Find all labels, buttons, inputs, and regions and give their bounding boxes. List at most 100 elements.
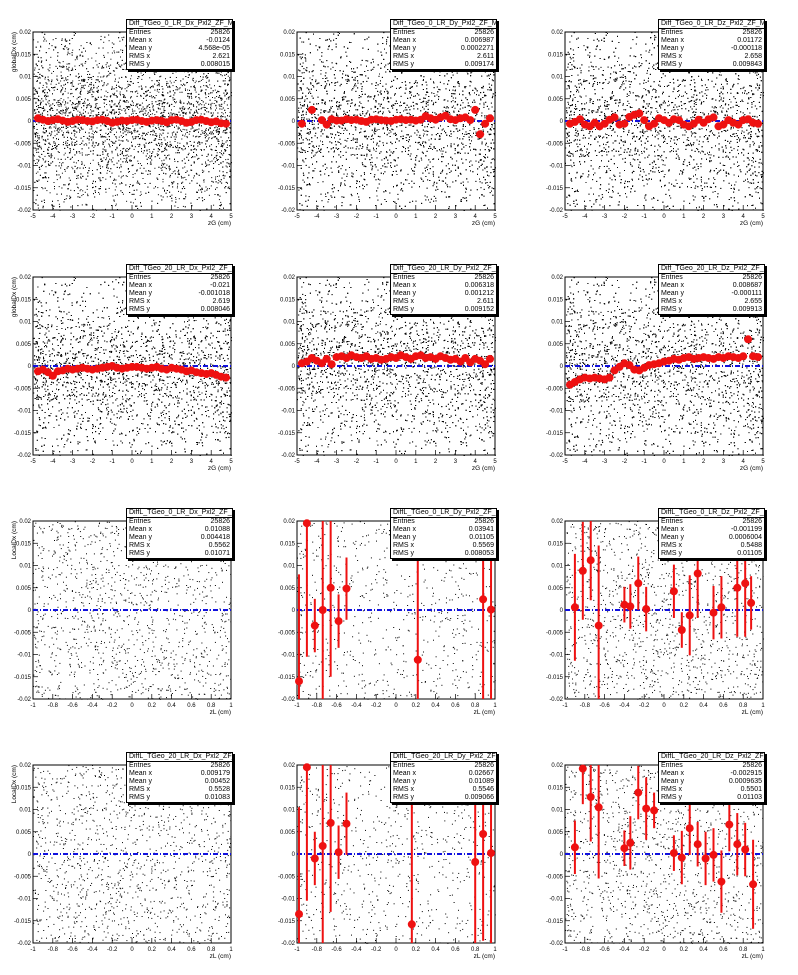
profile-series xyxy=(570,521,756,699)
profile-series xyxy=(570,764,758,929)
stats-row: Entries 25826 xyxy=(659,518,764,526)
y-tick-label: -0.015 xyxy=(546,675,564,681)
x-axis-label: zL (cm) xyxy=(474,953,495,960)
stats-key: RMS x xyxy=(129,53,150,61)
stats-key: Entries xyxy=(661,274,683,282)
stats-value: 0.5562 xyxy=(209,542,230,550)
profile-point xyxy=(747,598,756,607)
stats-row: Mean x 0.02667 xyxy=(391,770,496,778)
y-tick-label: 0.01 xyxy=(19,808,31,814)
y-tick-label: 0 xyxy=(292,364,296,370)
y-axis-label: LocalDx (cm) xyxy=(11,765,18,803)
stats-title: Diff_TGeo_20_LR_Dz_Pxl2_ZF_Mis9 xyxy=(659,265,764,274)
stats-key: Mean x xyxy=(393,526,416,534)
x-tick-label: 3 xyxy=(190,214,194,220)
stats-key: RMS x xyxy=(661,298,682,306)
x-tick-label: 2 xyxy=(170,214,174,220)
x-tick-label: -0.6 xyxy=(599,947,610,953)
y-tick-label: 0.015 xyxy=(280,52,296,58)
stats-box: Diff_TGeo_0_LR_Dz_Pxl2_ZF_Mis9 Entries 258… xyxy=(658,19,765,70)
stats-row: Entries 25826 xyxy=(127,518,232,526)
y-tick-label: -0.015 xyxy=(546,186,564,192)
stats-row: RMS y 0.01105 xyxy=(659,550,764,558)
stats-value: -0.001199 xyxy=(731,526,762,534)
x-tick-label: 0 xyxy=(130,947,134,953)
profile-series xyxy=(33,114,231,128)
profile-point xyxy=(586,556,595,565)
profile-point xyxy=(754,353,762,362)
y-tick-label: 0.02 xyxy=(551,30,563,36)
x-tick-label: 0 xyxy=(394,703,398,709)
x-tick-label: 2 xyxy=(434,214,438,220)
x-tick-label: 4 xyxy=(474,214,478,220)
x-tick-label: 0.6 xyxy=(719,947,728,953)
x-axis-label: zL (cm) xyxy=(742,953,763,960)
stats-key: Entries xyxy=(661,518,683,526)
stats-value: 25826 xyxy=(743,29,762,37)
y-tick-label: 0 xyxy=(560,119,564,125)
stats-key: RMS x xyxy=(393,786,414,794)
stats-key: RMS y xyxy=(661,550,682,558)
profile-point xyxy=(605,373,614,382)
x-tick-label: 0.4 xyxy=(699,703,708,709)
chart-panel-7: -1 -0.8 -0.6 -0.4 -0.2 0 0.2 0.4 0.6 0.8 1 -0.02 -0.… xyxy=(11,519,233,716)
stats-key: RMS x xyxy=(661,53,682,61)
y-tick-label: 0.01 xyxy=(283,320,295,326)
profile-point xyxy=(620,119,629,128)
stats-key: Mean x xyxy=(393,770,416,778)
x-tick-label: 0 xyxy=(130,214,134,220)
y-tick-label: 0.005 xyxy=(548,97,564,103)
x-tick-label: 0 xyxy=(662,947,666,953)
stats-row: Entries 25826 xyxy=(391,274,496,282)
profile-point xyxy=(413,655,422,664)
y-tick-label: 0.005 xyxy=(548,586,564,592)
x-axis-label: zL (cm) xyxy=(210,953,231,960)
stats-row: RMS y 0.01071 xyxy=(127,550,232,558)
x-tick-label: -3 xyxy=(602,214,608,220)
profile-point xyxy=(594,803,603,812)
y-tick-label: -0.005 xyxy=(278,386,296,392)
stats-row: Mean y 0.0009635 xyxy=(659,778,764,786)
x-tick-label: 1 xyxy=(493,947,497,953)
stats-value: 0.006318 xyxy=(465,282,494,290)
stats-value: 0.009152 xyxy=(465,306,494,314)
profile-point xyxy=(322,120,331,129)
profile-point xyxy=(701,854,710,863)
y-tick-label: -0.01 xyxy=(549,409,563,415)
y-tick-label: 0.02 xyxy=(19,275,31,281)
y-tick-label: -0.02 xyxy=(17,453,31,459)
profile-point xyxy=(570,843,579,852)
stats-value: 25826 xyxy=(475,762,494,770)
stats-row: RMS y 0.008015 xyxy=(127,61,232,69)
stats-row: Mean y 4.568e-05 xyxy=(127,45,232,53)
x-tick-label: 0.4 xyxy=(699,947,708,953)
x-tick-label: 5 xyxy=(761,214,765,220)
x-tick-label: 3 xyxy=(190,459,194,465)
y-tick-label: -0.005 xyxy=(14,630,32,636)
stats-value: 0.03941 xyxy=(469,526,494,534)
x-tick-label: -0.4 xyxy=(619,703,630,709)
x-tick-label: 2 xyxy=(702,214,706,220)
profile-point xyxy=(307,105,316,114)
y-tick-label: 0.02 xyxy=(551,519,563,525)
x-axis-label: zG (cm) xyxy=(208,465,231,472)
stats-value: 0.00452 xyxy=(205,778,230,786)
profile-point xyxy=(635,109,644,118)
stats-value: 0.01172 xyxy=(737,37,762,45)
stats-title: DiffL_TGeo_20_LR_Dx_Pxl2_ZF_Mis9 xyxy=(127,753,232,762)
stats-row: Mean x 0.01088 xyxy=(127,526,232,534)
stats-value: 25826 xyxy=(743,762,762,770)
y-tick-label: 0 xyxy=(292,119,296,125)
y-tick-label: -0.005 xyxy=(278,874,296,880)
y-tick-label: 0.005 xyxy=(16,342,32,348)
profile-point xyxy=(677,853,686,862)
stats-key: Mean y xyxy=(129,290,152,298)
y-tick-label: -0.02 xyxy=(281,208,295,214)
stats-key: RMS y xyxy=(393,550,414,558)
x-tick-label: -0.8 xyxy=(580,703,591,709)
